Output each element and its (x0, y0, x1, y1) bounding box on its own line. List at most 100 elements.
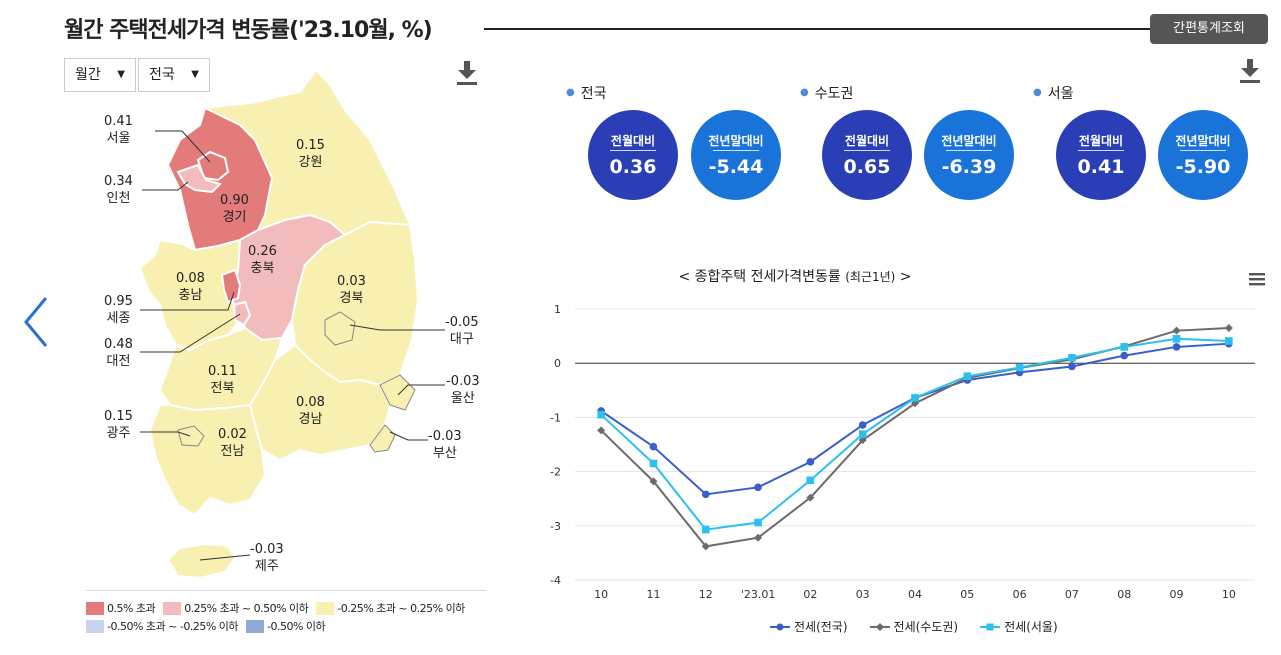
series-line (600, 337, 1229, 531)
map-legend: 0.5% 초과 0.25% 초과 ~ 0.50% 이하 -0.25% 초과 ~ … (86, 590, 486, 635)
chevron-down-icon: ▼ (191, 69, 199, 80)
download-icon[interactable] (456, 60, 478, 86)
legend-swatch (163, 601, 182, 615)
period-select[interactable]: 월간 ▼ (64, 58, 136, 92)
x-tick-label: 05 (960, 588, 974, 601)
legend-item: -0.25% 초과 ~ 0.25% 이하 (316, 600, 465, 616)
map-label-jeju: -0.03 제주 (250, 542, 284, 574)
chart-legend: 전세(전국) 전세(수도권) 전세(서울) (770, 618, 1058, 635)
y-tick-label: -4 (550, 574, 561, 587)
line-chart: 10-1-2-3-410 11 12'23.01 02 03 04 05 06 07 08 09 10 (550, 303, 1255, 601)
legend-swatch (246, 619, 265, 633)
x-tick-label: 02 (803, 588, 817, 601)
capital-mom-circle: 전월대비 0.65 (822, 110, 912, 200)
seoul-ytd-circle: 전년말대비 -5.90 (1158, 110, 1248, 200)
summary-region-seoul: ● 서울 (1033, 86, 1074, 102)
period-select-value: 월간 (75, 67, 101, 83)
summary-region-nation: ● 전국 (566, 86, 607, 102)
data-point (1172, 326, 1181, 335)
title-divider (484, 28, 1200, 30)
data-point (649, 459, 658, 468)
data-point (701, 542, 710, 551)
data-point (597, 410, 605, 419)
data-point (806, 476, 815, 485)
legend-swatch (86, 619, 104, 633)
chart-legend-item[interactable]: 전세(서울) (980, 618, 1058, 635)
map-label-gyeongbuk: 0.03 경북 (337, 274, 366, 306)
region-select-value: 전국 (149, 67, 175, 83)
download-icon[interactable] (1239, 58, 1261, 84)
data-point (1225, 337, 1233, 345)
data-point (858, 430, 867, 439)
x-tick-label: 07 (1065, 588, 1079, 601)
region-ulsan (379, 374, 416, 411)
map-label-chungbuk: 0.26 충북 (248, 244, 277, 276)
quick-stats-button[interactable]: 간편통계조회 (1150, 14, 1268, 44)
data-point (911, 399, 919, 408)
map-label-gwangju: 0.15 광주 (104, 409, 133, 441)
data-point (1068, 353, 1076, 362)
data-point (1172, 335, 1181, 343)
map-label-incheon: 0.34 인천 (104, 174, 133, 206)
y-tick-label: -1 (550, 411, 561, 424)
y-tick-label: -3 (550, 520, 561, 533)
chart-legend-item[interactable]: 전세(수도권) (869, 618, 958, 635)
data-point (1120, 351, 1129, 360)
page-title: 월간 주택전세가격 변동률('23.10월, %) (64, 18, 433, 43)
data-point (754, 533, 763, 542)
x-tick-label: 10 (594, 588, 608, 601)
data-point (963, 372, 972, 381)
map-label-sejong: 0.95 세종 (104, 294, 133, 326)
legend-swatch (86, 601, 104, 615)
prev-arrow-icon[interactable] (20, 294, 50, 350)
data-point (1120, 343, 1129, 351)
map-label-ulsan: -0.03 울산 (446, 374, 480, 406)
series-line (600, 326, 1229, 548)
region-select[interactable]: 전국 ▼ (138, 58, 210, 92)
chart-legend-item[interactable]: 전세(전국) (770, 618, 848, 635)
map-label-jeonbuk: 0.11 전북 (208, 364, 237, 396)
x-tick-label: 04 (908, 588, 922, 601)
data-point (1015, 363, 1024, 372)
x-tick-label: 10 (1222, 588, 1236, 601)
data-point (649, 442, 658, 451)
data-point (701, 490, 710, 499)
x-tick-label: 03 (856, 588, 870, 601)
legend-item: -0.50% 이하 (246, 618, 326, 634)
x-tick-label: '23.01 (741, 588, 776, 601)
data-point (858, 436, 867, 445)
y-tick-label: 1 (554, 303, 561, 316)
map-label-chungnam: 0.08 충남 (176, 271, 205, 303)
map-label-daejeon: 0.48 대전 (104, 337, 133, 369)
capital-ytd-circle: 전년말대비 -6.39 (924, 110, 1014, 200)
region-jeonnam (148, 403, 267, 517)
nation-mom-circle: 전월대비 0.36 (588, 110, 678, 200)
data-point (597, 426, 606, 435)
map-label-seoul: 0.41 서울 (104, 114, 133, 146)
map-label-daegu: -0.05 대구 (445, 315, 479, 347)
x-tick-label: 08 (1117, 588, 1131, 601)
x-tick-label: 06 (1013, 588, 1027, 601)
data-point (1224, 323, 1233, 332)
chart-menu-icon[interactable] (1249, 272, 1265, 286)
region-busan (369, 424, 396, 453)
title-row: 월간 주택전세가격 변동률('23.10월, %) 간편통계조회 (64, 10, 1268, 48)
region-daegu (324, 311, 356, 346)
region-jeju (166, 542, 237, 580)
legend-swatch (316, 601, 335, 615)
map-label-jeonnam: 0.02 전남 (218, 427, 247, 459)
korea-map (138, 68, 445, 580)
data-point (858, 421, 867, 429)
data-point (806, 458, 815, 466)
data-point (1068, 362, 1076, 371)
legend-item: 0.25% 초과 ~ 0.50% 이하 (163, 600, 309, 616)
y-tick-label: 0 (554, 357, 561, 370)
map-label-busan: -0.03 부산 (428, 429, 462, 461)
x-tick-label: 12 (699, 588, 713, 601)
map-leader-lines (140, 130, 445, 561)
chart-title: < 종합주택 전세가격변동률 (최근1년) > (678, 269, 912, 285)
legend-item: -0.50% 초과 ~ -0.25% 이하 (86, 618, 239, 634)
region-gwangju (177, 425, 205, 447)
legend-item: 0.5% 초과 (86, 600, 156, 616)
y-tick-label: -2 (550, 466, 561, 479)
